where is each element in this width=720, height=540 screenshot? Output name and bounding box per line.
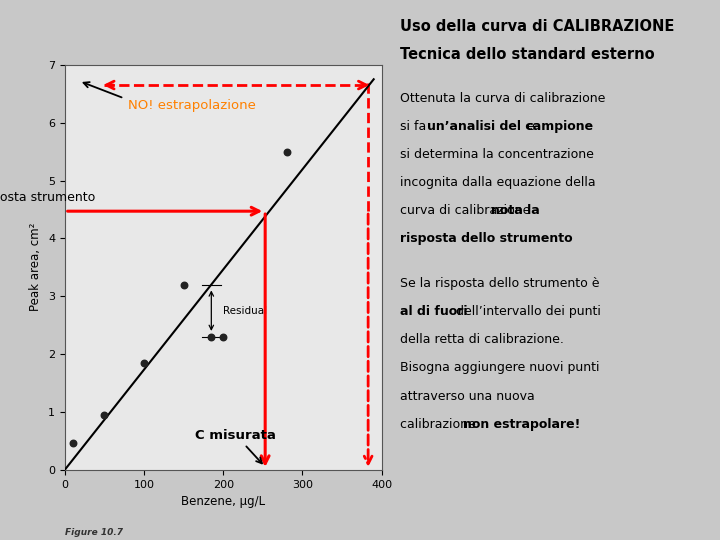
Text: dell’intervallo dei punti: dell’intervallo dei punti <box>452 305 601 318</box>
Text: Figure 10.7: Figure 10.7 <box>65 528 123 537</box>
Text: Bisogna aggiungere nuovi punti: Bisogna aggiungere nuovi punti <box>400 361 599 374</box>
Text: Ottenuta la curva di calibrazione: Ottenuta la curva di calibrazione <box>400 92 605 105</box>
Point <box>178 280 189 289</box>
Text: risposta dello strumento: risposta dello strumento <box>400 232 572 245</box>
Text: curva di calibrazione: curva di calibrazione <box>400 204 534 217</box>
Text: si fa: si fa <box>400 120 430 133</box>
Point <box>67 438 78 447</box>
Point <box>138 359 150 367</box>
X-axis label: Benzene, μg/L: Benzene, μg/L <box>181 495 265 508</box>
Point <box>99 410 110 419</box>
Point <box>206 333 217 341</box>
Text: Se la risposta dello strumento è: Se la risposta dello strumento è <box>400 277 599 290</box>
Text: calibrazione: calibrazione <box>400 417 480 430</box>
Text: C misurata: C misurata <box>196 429 276 463</box>
Point <box>217 333 229 341</box>
Text: incognita dalla equazione della: incognita dalla equazione della <box>400 176 595 189</box>
Text: nota la: nota la <box>491 204 540 217</box>
Y-axis label: Peak area, cm²: Peak area, cm² <box>30 223 42 312</box>
Text: isposta strumento: isposta strumento <box>0 191 95 204</box>
Text: Tecnica dello standard esterno: Tecnica dello standard esterno <box>400 47 654 62</box>
Text: si determina la concentrazione: si determina la concentrazione <box>400 148 593 161</box>
Text: della retta di calibrazione.: della retta di calibrazione. <box>400 333 564 346</box>
Text: un’analisi del campione: un’analisi del campione <box>427 120 593 133</box>
Text: NO! estrapolazione: NO! estrapolazione <box>128 99 256 112</box>
Text: attraverso una nuova: attraverso una nuova <box>400 389 534 402</box>
Text: Uso della curva di CALIBRAZIONE: Uso della curva di CALIBRAZIONE <box>400 19 674 34</box>
Text: Residual: Residual <box>223 306 267 316</box>
Text: e: e <box>523 120 534 133</box>
Text: non estrapolare!: non estrapolare! <box>463 417 580 430</box>
Text: al di fuori: al di fuori <box>400 305 467 318</box>
Point <box>281 147 292 156</box>
